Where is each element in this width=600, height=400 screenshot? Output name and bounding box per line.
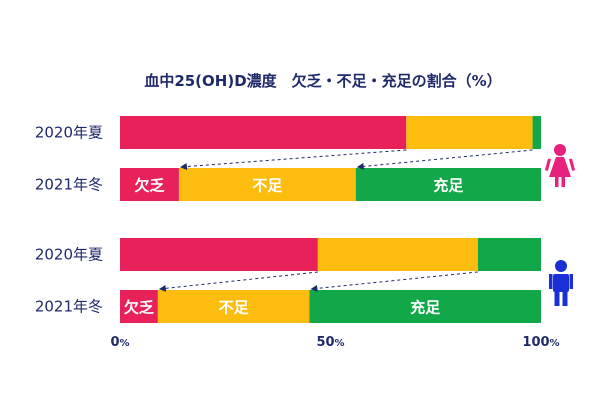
bar-segment-1: [178, 168, 356, 201]
bar-segment-0: [120, 290, 158, 323]
bar-segment-2: [477, 238, 541, 271]
segment-label: 充足: [433, 177, 464, 195]
bar-segment-2: [355, 168, 541, 201]
bar-segment-1: [157, 290, 310, 323]
male-person-icon: [549, 260, 573, 306]
bar-segment-0: [120, 168, 179, 201]
segment-label: 不足: [252, 177, 283, 195]
bar-segment-2: [309, 290, 541, 323]
segment-label: 不足: [219, 299, 250, 317]
bar-segment-1: [317, 238, 478, 271]
x-tick-label: 100%: [522, 335, 559, 350]
x-tick-label: 50%: [316, 335, 344, 350]
transition-arrow: [310, 271, 478, 292]
chart-title: 血中25(OH)D濃度 欠乏・不足・充足の割合（%）: [144, 72, 501, 90]
transition-arrow: [179, 149, 407, 171]
bar-segment-2: [532, 116, 541, 149]
row-label: 2020年夏: [35, 246, 103, 264]
segment-label: 充足: [410, 299, 441, 317]
row-label: 2021年冬: [35, 176, 103, 194]
transition-arrow: [158, 271, 318, 292]
row-label: 2020年夏: [35, 124, 103, 142]
row-label: 2021年冬: [35, 298, 103, 316]
x-tick-label: 0%: [110, 335, 129, 350]
segment-label: 欠乏: [124, 299, 154, 317]
bar-segment-1: [406, 116, 533, 149]
female-person-icon: [544, 144, 576, 187]
segment-label: 欠乏: [134, 177, 164, 195]
bar-segment-0: [120, 238, 318, 271]
bar-segment-0: [120, 116, 407, 149]
transition-arrow: [356, 149, 533, 170]
